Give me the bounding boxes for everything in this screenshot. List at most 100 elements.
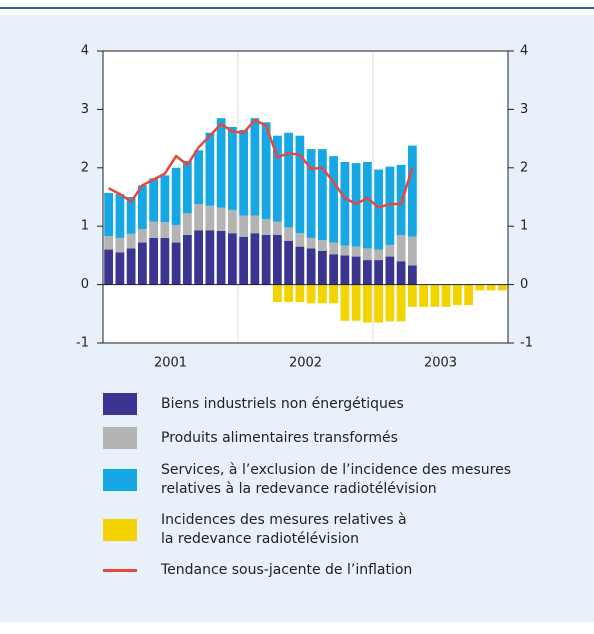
- legend-item: Services, à l’exclusion de l’incidence d…: [103, 461, 563, 499]
- legend-label: Services, à l’exclusion de l’incidence d…: [161, 462, 512, 497]
- bar: [317, 250, 327, 285]
- bar: [137, 229, 147, 243]
- bar: [149, 178, 159, 222]
- bar: [149, 221, 159, 238]
- bar: [306, 284, 316, 304]
- bar: [351, 246, 361, 257]
- bar: [452, 284, 462, 306]
- bar: [295, 233, 305, 247]
- legend-swatch: [103, 469, 137, 491]
- bar: [272, 284, 282, 303]
- bar: [182, 160, 192, 214]
- bar: [261, 234, 271, 285]
- bar: [284, 227, 294, 241]
- bar: [160, 222, 170, 238]
- bar: [205, 230, 215, 285]
- bar: [216, 207, 226, 231]
- bar: [317, 284, 327, 304]
- bar: [171, 167, 181, 226]
- bar: [396, 261, 406, 285]
- bar: [306, 149, 316, 238]
- bar: [295, 246, 305, 285]
- bar: [407, 265, 417, 285]
- bar: [295, 135, 305, 234]
- bar: [250, 118, 260, 216]
- bar: [475, 284, 485, 291]
- bar: [306, 237, 316, 249]
- bar: [239, 236, 249, 285]
- bar: [216, 230, 226, 285]
- bar: [239, 129, 249, 216]
- legend-label: Tendance sous-jacente de l’inflation: [161, 562, 413, 578]
- y2-tick-label: -1: [520, 336, 533, 351]
- bar: [194, 150, 204, 205]
- bar: [227, 126, 237, 210]
- bar: [182, 213, 192, 235]
- bar: [329, 284, 339, 304]
- legend-label: Incidences des mesures relatives à la re…: [161, 512, 407, 547]
- bar: [115, 194, 125, 238]
- bar: [261, 122, 271, 220]
- bar: [272, 135, 282, 222]
- bar: [250, 215, 260, 234]
- bar: [396, 234, 406, 262]
- bar: [295, 284, 305, 303]
- bar: [194, 204, 204, 231]
- bar: [137, 185, 147, 230]
- bar: [396, 284, 406, 322]
- x-tick-label: 2002: [289, 356, 322, 371]
- legend-swatch: [103, 519, 137, 541]
- bar: [351, 284, 361, 321]
- bar: [351, 256, 361, 285]
- y-tick-label: 2: [81, 160, 89, 175]
- bar: [306, 248, 316, 285]
- y2-tick-label: 3: [520, 102, 528, 117]
- bar: [104, 249, 114, 285]
- bar: [104, 236, 114, 250]
- legend-label: Produits alimentaires transformés: [161, 429, 398, 446]
- legend-swatch: [103, 393, 137, 415]
- bar: [385, 166, 395, 245]
- bar: [171, 242, 181, 285]
- y-tick-label: 0: [81, 277, 89, 292]
- y2-tick-label: 2: [520, 160, 528, 175]
- bar: [261, 219, 271, 235]
- bar: [115, 237, 125, 253]
- bar: [385, 256, 395, 285]
- bar: [407, 145, 417, 237]
- bar: [205, 132, 215, 206]
- bar: [115, 252, 125, 285]
- bar: [160, 175, 170, 223]
- bar: [407, 284, 417, 307]
- bar: [419, 284, 429, 307]
- bar: [362, 248, 372, 261]
- bar: [137, 242, 147, 285]
- legend-item: Tendance sous-jacente de l’inflation: [103, 561, 563, 580]
- bar: [227, 209, 237, 234]
- bar: [385, 244, 395, 257]
- bar: [329, 254, 339, 285]
- y-tick-label: 1: [81, 219, 89, 234]
- bar: [160, 237, 170, 285]
- bar: [104, 192, 114, 237]
- bar: [374, 260, 384, 285]
- bar: [340, 255, 350, 285]
- y-tick-label: -1: [76, 336, 89, 351]
- x-tick-label: 2003: [424, 356, 457, 371]
- y-tick-label: 3: [81, 102, 89, 117]
- bar: [149, 237, 159, 285]
- bar: [126, 248, 136, 285]
- bar: [126, 197, 136, 234]
- bar: [205, 205, 215, 231]
- bar: [216, 118, 226, 208]
- bar: [385, 284, 395, 322]
- bar: [441, 284, 451, 307]
- bar: [374, 284, 384, 323]
- bar: [407, 236, 417, 266]
- trend-line: [108, 118, 414, 209]
- bar: [329, 156, 339, 243]
- y2-tick-label: 0: [520, 277, 528, 292]
- bar: [194, 230, 204, 285]
- legend-swatch: [103, 569, 137, 572]
